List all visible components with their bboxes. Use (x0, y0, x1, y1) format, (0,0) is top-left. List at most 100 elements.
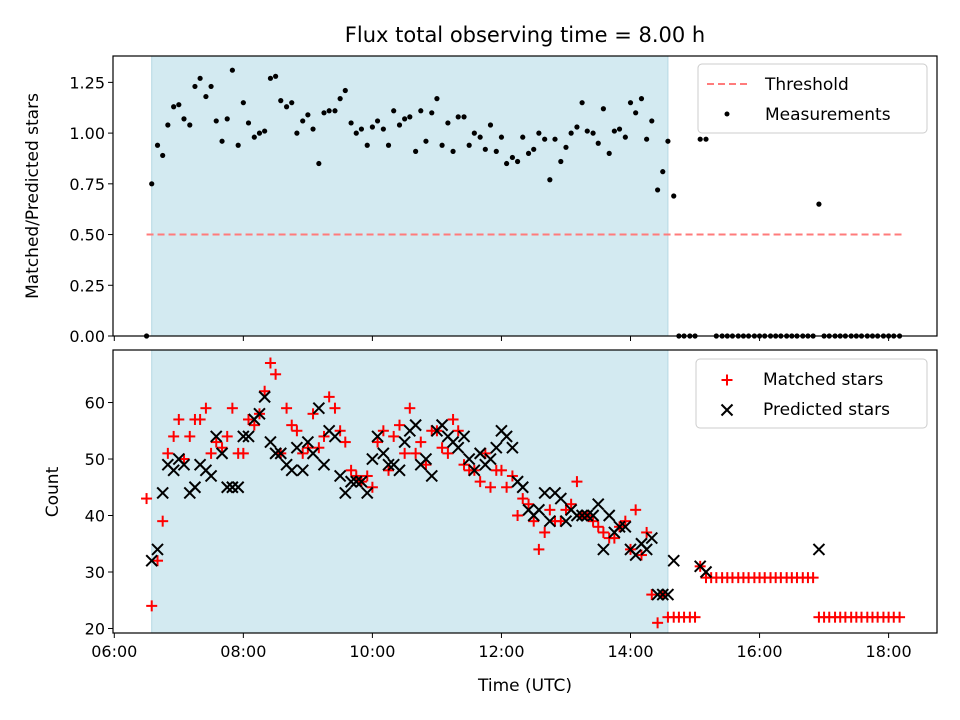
chart-title: Flux total observing time = 8.00 h (345, 23, 705, 47)
predicted-star-point (366, 452, 379, 466)
matched-star-point (146, 600, 158, 612)
matched-star-point (393, 419, 405, 431)
matched-star-point (248, 419, 260, 431)
y-tick-label: 20 (85, 619, 105, 638)
measurement-point (289, 100, 295, 106)
predicted-star-point (640, 543, 653, 556)
y-tick-label: 1.25 (69, 73, 105, 92)
predicted-star-point (296, 464, 309, 477)
matched-star-point (243, 413, 255, 425)
matched-star-point (361, 470, 373, 482)
x-tick-label: 08:00 (220, 642, 266, 661)
matched-star-point (512, 510, 524, 522)
measurement-point (595, 140, 601, 146)
predicted-star-point (581, 509, 594, 522)
matched-star-point (415, 436, 427, 448)
predicted-star-point (812, 543, 826, 556)
matched-star-point (646, 589, 658, 601)
predicted-star-point (538, 486, 551, 500)
matched-star-point (410, 447, 422, 459)
legend-predicted-swatch (720, 403, 734, 417)
y-tick-label: 1.00 (69, 124, 105, 143)
x-tick-label: 16:00 (736, 642, 782, 661)
matched-star-point (216, 442, 228, 454)
matched-star-point (291, 425, 303, 437)
matched-star-point (484, 481, 496, 493)
predicted-star-point (629, 548, 642, 562)
predicted-star-point (215, 447, 229, 460)
matched-star-point (571, 476, 583, 488)
measurement-point (391, 108, 397, 114)
predicted-star-point (231, 481, 245, 494)
predicted-star-point (226, 481, 239, 494)
matched-star-point (339, 436, 351, 448)
predicted-star-point (258, 390, 271, 404)
measurement-point (509, 154, 516, 161)
ratio-axis-ticks: 0.00 0.25 0.50 0.75 1.00 1.25 (69, 73, 890, 346)
matched-star-point (539, 526, 551, 538)
measurement-point (160, 152, 166, 159)
measurement-point (305, 112, 311, 118)
measurement-point (197, 75, 203, 81)
predicted-star-point (377, 447, 390, 460)
predicted-star-point (645, 531, 659, 545)
measurement-point (176, 102, 182, 108)
y-tick-label: 0.75 (69, 175, 105, 194)
measurement-point (224, 116, 230, 122)
ratio-y-axis-label: Matched/Predicted stars (23, 93, 43, 299)
measurement-point (655, 187, 661, 193)
measurement-point (633, 110, 639, 116)
matched-star-point (264, 357, 276, 369)
matched-star-point (447, 413, 459, 425)
matched-star-point (544, 504, 556, 516)
predicted-star-point (409, 418, 422, 432)
measurement-point (316, 160, 322, 167)
count-marks (141, 357, 906, 629)
matched-star-point (560, 504, 572, 516)
measurement-point (348, 120, 354, 126)
measurement-point (455, 114, 461, 120)
measurement-point (520, 134, 526, 140)
predicted-star-point (301, 435, 315, 449)
matched-star-point (533, 543, 545, 555)
predicted-star-point (506, 441, 519, 454)
predicted-star-point (253, 407, 266, 421)
predicted-star-point (457, 430, 471, 443)
measurement-point (364, 142, 370, 148)
measurement-point (579, 100, 585, 106)
predicted-star-point (167, 464, 180, 477)
measurement-point (600, 106, 606, 112)
measurement-point (514, 158, 521, 165)
predicted-star-point (667, 554, 680, 567)
measurement-point (213, 118, 219, 124)
measurement-point (310, 126, 316, 132)
measurement-point (396, 122, 403, 128)
matched-star-point (173, 413, 185, 425)
predicted-star-point (333, 469, 347, 483)
legend-measurements-swatch (724, 111, 730, 117)
matched-star-point (592, 521, 604, 533)
measurement-point (380, 126, 386, 132)
measurement-point (471, 130, 477, 136)
predicted-star-point (290, 441, 304, 454)
measurement-point (418, 108, 424, 114)
measurement-point (525, 150, 532, 156)
predicted-star-point (328, 430, 342, 443)
measurement-point (558, 158, 564, 165)
x-tick-label: 12:00 (478, 642, 524, 661)
measurement-point (649, 118, 655, 124)
matched-star-point (259, 385, 271, 397)
observing-window-shade (151, 55, 669, 337)
matched-star-point (168, 430, 180, 442)
matched-star-point (313, 442, 325, 454)
measurement-point (187, 122, 193, 128)
measurement-point (671, 193, 677, 199)
measurement-point (466, 142, 472, 148)
count-plot: 20 30 40 50 60 06:00 08:00 10:00 12:00 14:00 16:00… (43, 349, 938, 696)
measurement-point (251, 134, 257, 140)
measurement-point (235, 142, 241, 148)
y-tick-label: 40 (85, 507, 105, 526)
measurement-point (590, 130, 596, 136)
predicted-star-point (382, 458, 395, 471)
matched-star-point (436, 442, 448, 454)
